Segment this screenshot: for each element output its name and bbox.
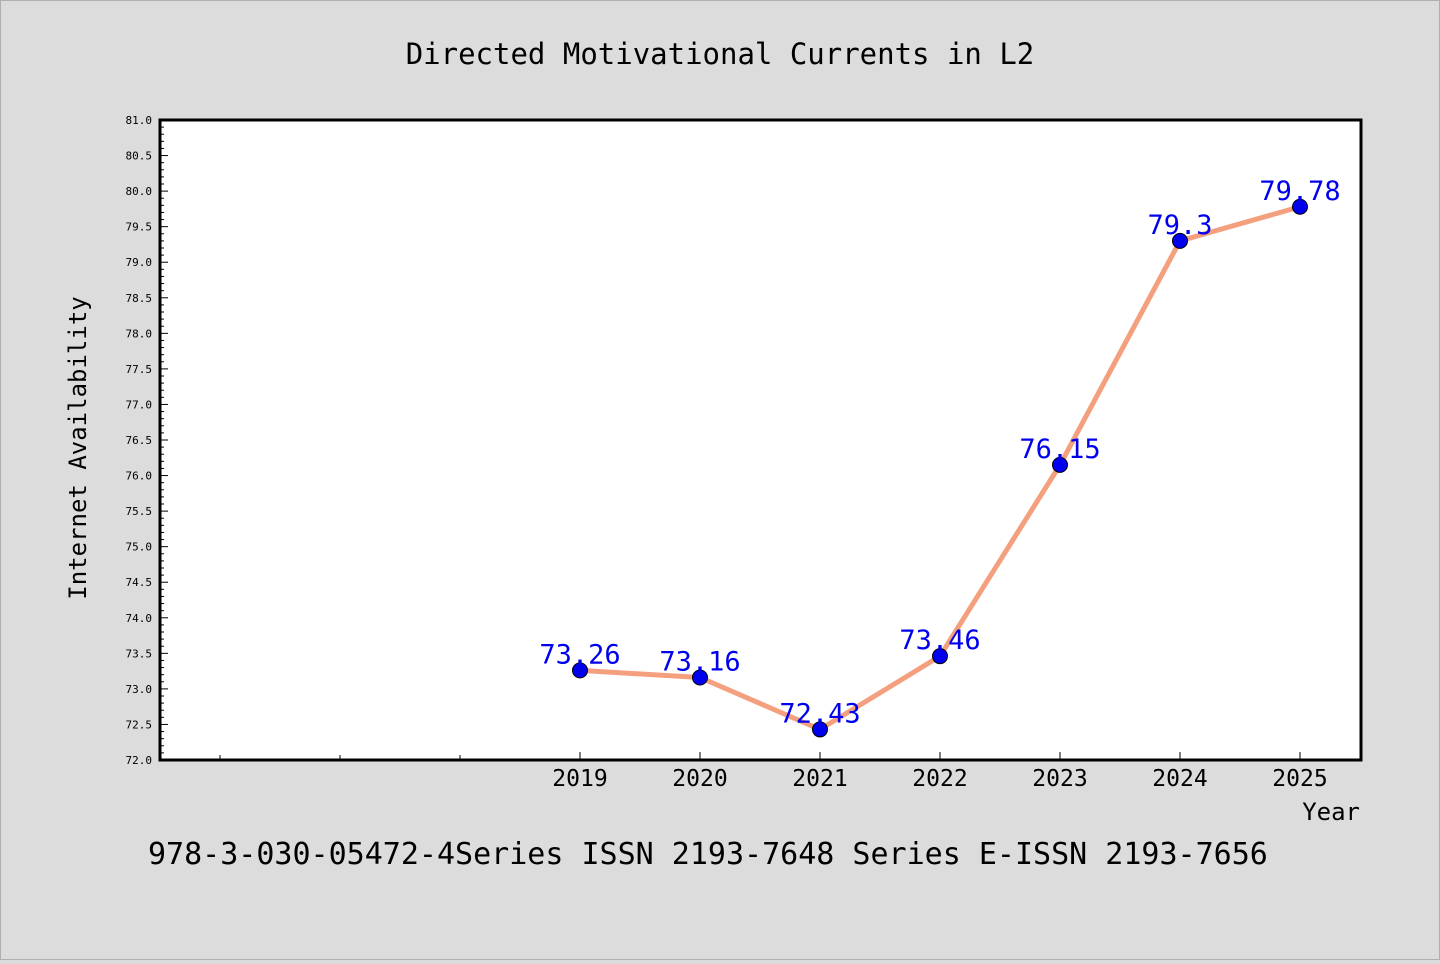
y-tick-label: 73.0	[126, 683, 153, 696]
data-point	[1052, 456, 1068, 473]
y-tick-label: 72.0	[126, 754, 153, 767]
y-tick-label: 75.5	[126, 505, 153, 518]
data-label: 73.26	[539, 639, 620, 670]
y-tick-label: 81.0	[126, 114, 153, 127]
data-label: 79.78	[1259, 176, 1340, 207]
y-tick-label: 80.0	[126, 185, 153, 198]
footer-text: 978-3-030-05472-4Series ISSN 2193-7648 S…	[148, 837, 1268, 872]
x-axis-label: Year	[1302, 798, 1360, 826]
data-point	[1172, 232, 1188, 249]
data-label: 76.15	[1019, 434, 1100, 465]
plot-frame	[158, 118, 1363, 762]
data-point	[812, 721, 828, 738]
data-label: 73.16	[659, 647, 740, 678]
data-label: 79.3	[1147, 210, 1212, 241]
data-point	[932, 648, 948, 665]
x-tick-label: 2024	[1152, 766, 1207, 792]
y-tick-label: 74.5	[126, 576, 153, 589]
y-tick-label: 77.0	[126, 398, 153, 411]
x-tick-label: 2023	[1032, 766, 1087, 792]
y-tick-label: 72.5	[126, 718, 153, 731]
x-tick-label: 2019	[552, 766, 607, 792]
x-axis-ticks: 2019 2020 2021 2022 2023 2024 2025	[219, 752, 1328, 792]
y-tick-label: 77.5	[126, 363, 153, 376]
plot-area	[160, 120, 1361, 760]
y-tick-label: 80.5	[126, 150, 153, 163]
y-tick-label: 76.0	[126, 470, 153, 483]
y-tick-label: 75.0	[126, 541, 153, 554]
data-label: 72.43	[779, 698, 860, 729]
data-point	[572, 662, 588, 679]
x-tick-label: 2022	[912, 766, 967, 792]
y-tick-label: 78.0	[126, 327, 153, 340]
y-tick-label: 79.5	[126, 221, 153, 234]
y-axis-ticks: 72.0 72.5 73.0 73.5 74.0 74.5 75.0 75.5 76.0 76.5…	[126, 114, 168, 767]
y-tick-label: 74.0	[126, 612, 153, 625]
x-tick-label: 2025	[1272, 766, 1327, 792]
y-tick-label: 76.5	[126, 434, 153, 447]
data-label: 73.46	[899, 625, 980, 656]
data-point	[1292, 198, 1308, 215]
series-group: 73.26 73.16 72.43 73.46 76.15 79.3 79.78	[539, 176, 1341, 738]
y-axis-label: Internet Availability	[64, 296, 92, 599]
chart-title: Directed Motivational Currents in L2	[406, 37, 1035, 71]
data-point	[692, 669, 708, 686]
y-tick-label: 73.5	[126, 647, 153, 660]
y-tick-label: 78.5	[126, 292, 153, 305]
y-tick-label: 79.0	[126, 256, 153, 269]
x-tick-label: 2021	[792, 766, 847, 792]
x-tick-label: 2020	[672, 766, 727, 792]
